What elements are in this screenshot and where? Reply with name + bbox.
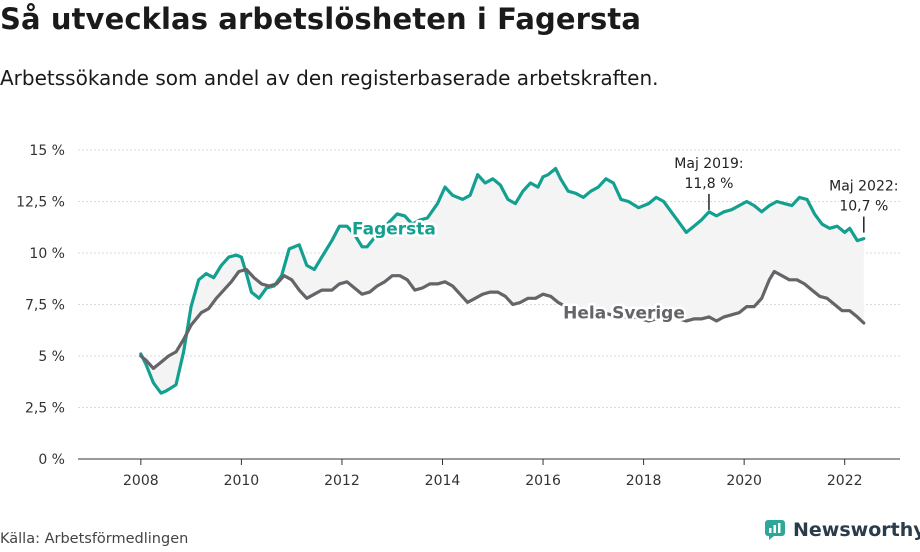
annotations: Maj 2019: 11,8 % Maj 2022: 10,7 % (672, 154, 900, 233)
series-line-hela-sverige (139, 267, 866, 370)
source-note: Källa: Arbetsförmedlingen (0, 531, 189, 547)
chart-bubble-icon (765, 520, 785, 540)
newsworthy-logo[interactable]: Newsworthy (764, 519, 920, 541)
y-tick-label: 12,5 % (16, 195, 65, 211)
annotation-value: 10,7 % (839, 199, 888, 215)
x-tick-label: 2016 (525, 473, 561, 489)
y-tick-label: 2,5 % (25, 401, 65, 417)
series-labels: Fagersta Hela Sverige (350, 217, 688, 326)
y-tick-label: 7,5 % (25, 298, 65, 314)
x-tick-label: 2020 (726, 473, 762, 489)
chart-subtitle: Arbetssökande som andel av den registerb… (0, 66, 659, 90)
annotation-date: Maj 2022: (829, 179, 898, 195)
chart-title: Så utvecklas arbetslösheten i Fagersta (0, 2, 642, 36)
annotation-date: Maj 2019: (674, 156, 743, 172)
x-tick-label: 2010 (224, 473, 260, 489)
y-tick-label: 0 % (38, 452, 65, 468)
series-lines (139, 166, 866, 395)
x-tick-label: 2012 (324, 473, 360, 489)
x-tick-label: 2008 (123, 473, 159, 489)
annotation-value: 11,8 % (684, 176, 733, 192)
line-chart: 0 % 2,5 % 5 % 7,5 % 10 % 12,5 % 15 % 2008 2010 20… (16, 143, 900, 489)
x-tick-label: 2022 (827, 473, 863, 489)
y-tick-label: 5 % (38, 349, 65, 365)
x-tick-label: 2014 (425, 473, 461, 489)
series-line-fagersta (139, 166, 866, 395)
difference-band (140, 168, 864, 394)
x-tick-label: 2018 (626, 473, 662, 489)
series-label: Fagersta (352, 219, 436, 239)
series-label: Hela Sverige (563, 304, 685, 324)
brand-name: Newsworthy (793, 519, 920, 541)
y-tick-label: 10 % (29, 246, 65, 262)
axes: 0 % 2,5 % 5 % 7,5 % 10 % 12,5 % 15 % 2008 2010 20… (16, 143, 900, 489)
y-tick-label: 15 % (29, 143, 65, 159)
